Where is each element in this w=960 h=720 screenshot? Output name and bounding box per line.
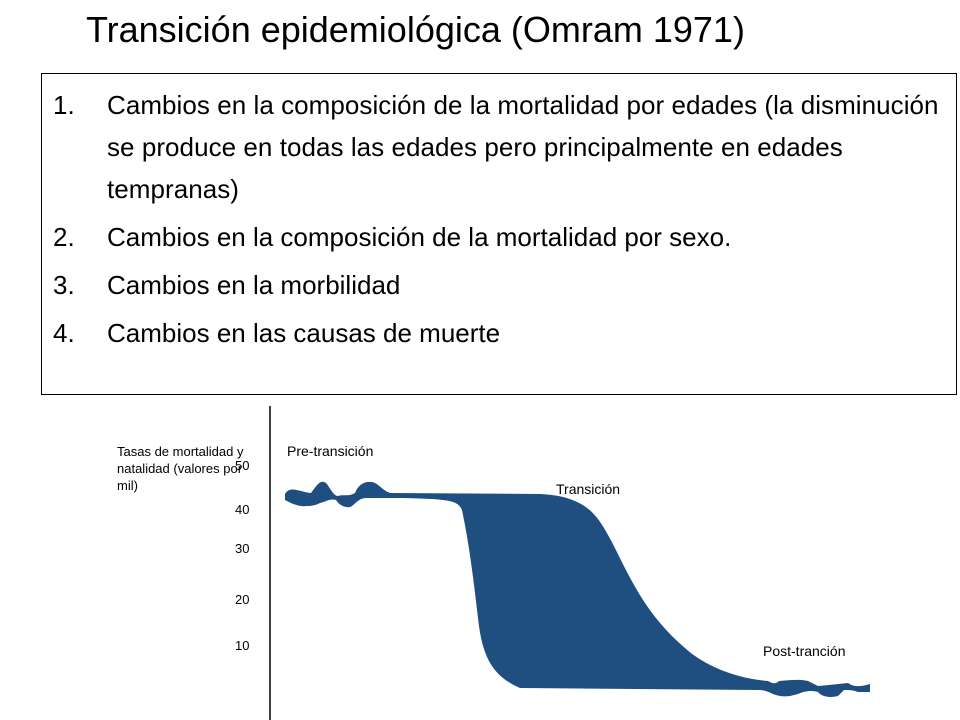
- list-item: 1. Cambios en la composición de la morta…: [42, 84, 947, 210]
- content-box: 1. Cambios en la composición de la morta…: [41, 73, 957, 395]
- list-item-number: 1.: [53, 90, 75, 120]
- list-item-number: 3.: [53, 270, 75, 300]
- transition-diagram: [269, 406, 870, 720]
- list-item: 3. Cambios en la morbilidad: [42, 264, 947, 306]
- list-item-text: Cambios en la composición de la mortalid…: [107, 90, 939, 204]
- y-tick-label: 30: [235, 541, 250, 556]
- list-item-text: Cambios en las causas de muerte: [107, 318, 501, 348]
- list-item: 2. Cambios en la composición de la morta…: [42, 216, 947, 258]
- list-item: 4. Cambios en las causas de muerte: [42, 312, 947, 354]
- list-item-text: Cambios en la morbilidad: [107, 270, 401, 300]
- slide-title: Transición epidemiológica (Omram 1971): [86, 9, 745, 50]
- stage-label-post: Post-tranción: [763, 643, 846, 659]
- stage-label-pre: Pre-transición: [287, 443, 374, 459]
- list-item-number: 2.: [53, 222, 75, 252]
- bullet-list: 1. Cambios en la composición de la morta…: [42, 84, 947, 354]
- stage-label-transition: Transición: [556, 481, 621, 497]
- list-item-number: 4.: [53, 318, 75, 348]
- y-tick-label: 10: [235, 638, 250, 653]
- y-tick-label: 20: [235, 592, 250, 607]
- list-item-text: Cambios en la composición de la mortalid…: [107, 222, 732, 252]
- y-tick-label: 50: [235, 458, 250, 473]
- mortality-natality-band: [285, 481, 870, 697]
- y-tick-label: 40: [235, 502, 250, 517]
- y-axis-label: Tasas de mortalidad y natalidad (valores…: [117, 444, 244, 493]
